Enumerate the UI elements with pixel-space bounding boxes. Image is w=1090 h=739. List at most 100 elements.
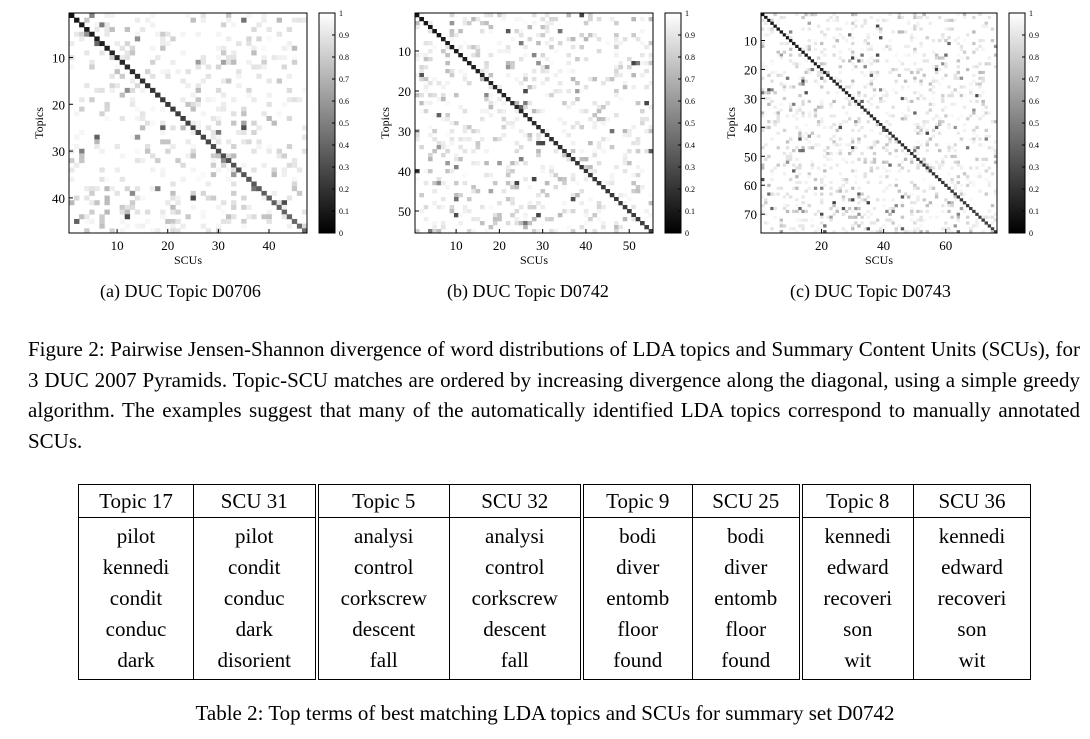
heatmap-cell (170, 195, 176, 201)
heatmap-cell (144, 144, 151, 150)
heatmap-chart-a: 10 20 30 4010203040SCUsTopics00.10.20.30.40… (32, 9, 349, 267)
heatmap-cell (160, 125, 166, 131)
heatmap-cell (792, 114, 796, 118)
heatmap-cell (804, 189, 808, 193)
heatmap-cell (981, 230, 985, 234)
heatmap-cell (419, 65, 424, 70)
heatmap-cell (220, 200, 227, 206)
heatmap-cell (804, 59, 808, 63)
heatmap-cell (785, 140, 790, 144)
heatmap-cell (527, 133, 533, 138)
diagonal-cell (770, 21, 774, 25)
heatmap-cell (497, 137, 502, 142)
heatmap-cell (844, 230, 849, 234)
diagonal-cell (934, 175, 939, 179)
heatmap-cell (795, 146, 799, 150)
heatmap-cell (962, 50, 967, 54)
heatmap-cell (832, 99, 836, 104)
diagonal-cell (109, 50, 115, 56)
heatmap-cell (94, 41, 100, 47)
heatmap-cell (484, 161, 489, 166)
heatmap-cell (779, 102, 784, 106)
heatmap-cell (160, 167, 166, 173)
heatmap-cell (847, 96, 852, 101)
heatmap-cell (913, 230, 917, 234)
heatmap-cell (210, 153, 217, 159)
heatmap-cell (987, 180, 992, 185)
colorbar-tick-label: 0.5 (1029, 119, 1039, 128)
heatmap-cell (919, 27, 923, 31)
heatmap-cell (241, 130, 247, 135)
heatmap-cell (770, 172, 774, 176)
heatmap-cell (523, 133, 528, 138)
heatmap-cell (801, 82, 805, 86)
heatmap-cell (436, 181, 442, 186)
heatmap-cell (882, 166, 886, 170)
heatmap-cell (857, 206, 861, 211)
heatmap-cell (761, 114, 765, 118)
heatmap-cell (205, 97, 212, 103)
heatmap-cell (913, 111, 917, 115)
heatmap-cell (953, 183, 957, 187)
heatmap-cell (553, 17, 559, 22)
heatmap-cell (553, 89, 559, 94)
table-cell: edward (913, 552, 1031, 583)
heatmap-cell (453, 213, 459, 218)
diagonal-cell (644, 225, 649, 230)
heatmap-cell (195, 125, 201, 131)
heatmap-cell (981, 91, 985, 95)
heatmap-cell (928, 215, 933, 219)
heatmap-cell (931, 128, 936, 132)
heatmap-cell (934, 70, 939, 75)
heatmap-cell (266, 27, 272, 33)
diagonal-cell (795, 44, 799, 49)
heatmap-cell (807, 134, 811, 138)
heatmap-cell (816, 70, 821, 75)
diagonal-cell (276, 204, 282, 210)
heatmap-cell (925, 15, 929, 20)
heatmap-cell (427, 101, 433, 106)
heatmap-cell (445, 69, 450, 74)
heatmap-cell (981, 114, 985, 118)
heatmap-cell (829, 102, 833, 106)
heatmap-cell (851, 224, 855, 228)
heatmap-cell (807, 172, 811, 176)
heatmap-cell (261, 64, 267, 70)
heatmap-cell (919, 68, 923, 72)
heatmap-cell (813, 47, 818, 51)
heatmap-cell (225, 139, 232, 145)
heatmap-cell (776, 111, 780, 115)
heatmap-cell (266, 101, 272, 107)
heatmap-cell (894, 230, 898, 234)
diagonal-cell (427, 25, 433, 30)
heatmap-cell (795, 186, 799, 190)
heatmap-cell (969, 166, 973, 170)
diagonal-cell (432, 29, 437, 34)
heatmap-cell (601, 105, 606, 110)
diagonal-cell (816, 65, 821, 69)
heatmap-cell (829, 15, 833, 20)
heatmap-cell (419, 145, 424, 150)
heatmap-cell (134, 36, 141, 42)
heatmap-cell (562, 129, 567, 134)
heatmap-cell (953, 198, 957, 202)
heatmap-cell (950, 91, 954, 95)
heatmap-cell (119, 228, 125, 234)
heatmap-cell (807, 99, 811, 104)
heatmap-cell (479, 205, 485, 210)
heatmap-cell (588, 141, 593, 146)
heatmap-cell (962, 13, 967, 17)
heatmap-cell (844, 21, 849, 25)
heatmap-cell (150, 167, 156, 173)
heatmap-cell (583, 21, 589, 26)
table-cell: edward (798, 552, 914, 583)
heatmap-cell (89, 218, 95, 224)
heatmap-cell (540, 69, 546, 74)
heatmap-cell (622, 217, 628, 222)
heatmap-cell (432, 77, 437, 82)
heatmap-cell (622, 81, 628, 86)
heatmap-cell (869, 169, 874, 173)
heatmap-cell (195, 64, 201, 70)
diagonal-cell (844, 91, 849, 95)
heatmap-cell (536, 213, 541, 218)
